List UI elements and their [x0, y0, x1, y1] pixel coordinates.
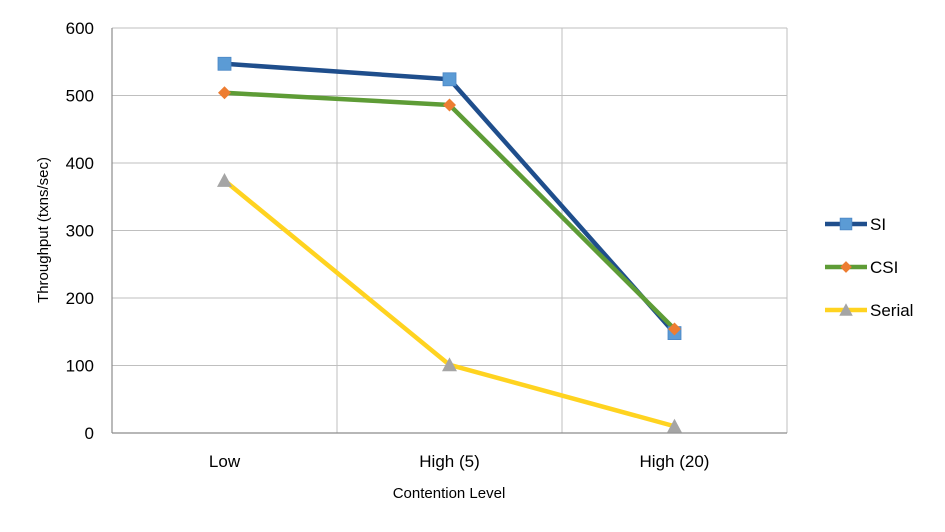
gridlines [111, 27, 788, 434]
data-point-marker [668, 322, 681, 336]
y-tick-label: 100 [66, 357, 94, 376]
data-point-marker [218, 86, 231, 100]
legend-item-si: SI [825, 215, 886, 234]
legend-label: Serial [870, 301, 913, 320]
x-axis-title: Contention Level [393, 485, 506, 502]
data-point-marker [442, 72, 457, 87]
x-tick-label: High (5) [419, 452, 479, 471]
data-point-marker [667, 418, 682, 433]
data-point-marker [442, 357, 457, 372]
x-tick-label: High (20) [640, 452, 710, 471]
y-tick-label: 400 [66, 154, 94, 173]
data-point-marker [840, 261, 852, 273]
x-axis-ticks: Low High (5) High (20) [209, 452, 710, 471]
y-tick-label: 600 [66, 19, 94, 38]
y-tick-label: 300 [66, 222, 94, 241]
x-tick-label: Low [209, 452, 241, 471]
legend-item-serial: Serial [825, 301, 913, 320]
legend-label: SI [870, 215, 886, 234]
y-tick-label: 200 [66, 289, 94, 308]
data-point-marker [217, 56, 232, 71]
markers-csi [218, 86, 681, 336]
markers-serial [217, 173, 682, 433]
y-axis-ticks: 0 100 200 300 400 500 600 [66, 19, 94, 443]
data-point-marker [217, 173, 232, 187]
legend: SI CSI Serial [825, 215, 913, 320]
data-point-marker [839, 217, 853, 231]
series-layer [217, 56, 682, 433]
data-point-marker [839, 303, 853, 316]
series-csi [222, 90, 677, 332]
series-line [222, 90, 677, 332]
y-axis-title: Throughput (txns/sec) [35, 157, 52, 303]
series-line [222, 178, 677, 429]
series-serial [222, 178, 677, 429]
legend-label: CSI [870, 258, 898, 277]
y-tick-label: 0 [85, 424, 94, 443]
y-tick-label: 500 [66, 87, 94, 106]
data-point-marker [443, 98, 456, 112]
legend-item-csi: CSI [825, 258, 898, 277]
